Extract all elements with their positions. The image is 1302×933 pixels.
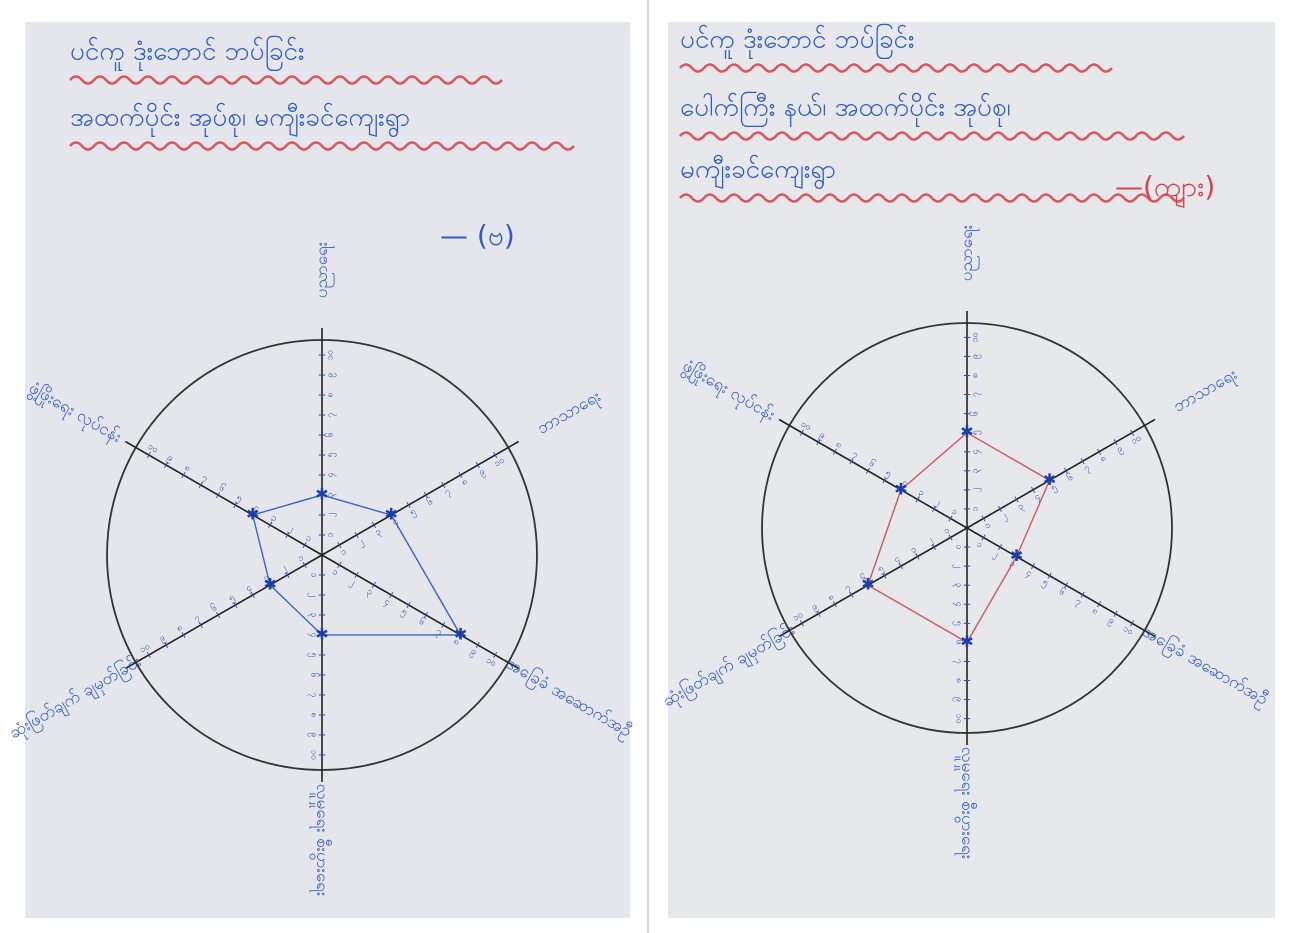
tick-label: ၇ [326,413,337,418]
tick-label: ၉ [308,732,319,737]
tick-label: ၅ [326,452,337,457]
title-line: အထက်ပိုင်း အုပ်စု၊ မကျီးခင်ကျေးရွာ [70,102,410,138]
tick-label: ၁၀ [326,350,336,360]
data-point: ✱ [1043,470,1056,489]
tick-label: ၄ [326,472,337,477]
tick-label: ၂ [326,513,337,517]
tick-label: ၈ [309,712,319,717]
tick-label: ၆ [325,432,336,437]
tick-label: ၁၀ [971,332,981,342]
tick-label: ၁ [954,545,964,550]
data-point: ✱ [246,505,259,524]
annotation: — (ဗ) [440,219,515,252]
tick-label: ၂ [953,564,964,568]
tick-label: ၂ [971,488,982,492]
tick-label: ၁ [309,572,319,577]
tick-label: ၄ [953,602,964,607]
data-point: ✱ [263,574,276,593]
tick-label: ၃ [971,468,982,473]
tick-label: ၈ [954,678,964,683]
title-line: မကျီးခင်ကျေးရွာ [680,154,836,190]
tick-label: ၆ [970,411,981,416]
data-point: ✱ [894,479,907,498]
data-point: ✱ [454,624,467,643]
tick-label: ၇ [308,692,319,697]
data-point: ✱ [1010,546,1023,565]
data-point: ✱ [861,575,874,594]
tick-label: ၇ [971,392,982,397]
tick-label: ၇ [953,659,964,664]
tick-label: ၉ [971,354,982,359]
tick-label: ၁၀ [954,714,964,724]
data-point: ✱ [960,422,973,441]
title-line: ပင်ကူ ဒုံးဘောင် ဘပ်ခြင်း [680,22,915,60]
tick-label: ၁ [971,506,981,511]
data-point: ✱ [385,505,398,524]
title-line: ပင်ကူ ဒုံးဘောင် ဘပ်ခြင်း [70,34,305,72]
data-point: ✱ [315,624,328,643]
tick-label: ၃ [953,583,964,588]
tick-label: ၉ [953,697,964,702]
tick-label: ၅ [953,621,964,626]
axis-label: လူမှုရေး စီးပွားရေး [309,784,332,897]
axis-label: ပညာရေး [312,242,335,298]
tick-label: ၃ [308,612,319,617]
tick-label: ၁ [326,532,336,537]
axis-label: ပညာရေး [957,225,980,281]
tick-label: ၂ [308,593,319,597]
data-point: ✱ [960,632,973,651]
title-line: ပေါက်ကြီး နယ်၊ အထက်ပိုင်း အုပ်စု၊ [680,90,1011,128]
tick-label: ၆ [309,672,320,677]
tick-label: ၅ [308,652,319,657]
tick-label: ၄ [971,449,982,454]
tick-label: ၉ [326,373,337,378]
tick-label: ၁၀ [309,750,319,760]
data-point: ✱ [315,485,328,504]
tick-label: ၈ [971,373,981,378]
axis-label: လူမှုရေး စီးပွားရေး [954,747,977,860]
photo-collage: ပင်ကူ ဒုံးဘောင် ဘပ်ခြင်းအထက်ပိုင်း အုပ်စ… [0,0,1302,933]
tick-label: ၈ [326,392,336,397]
